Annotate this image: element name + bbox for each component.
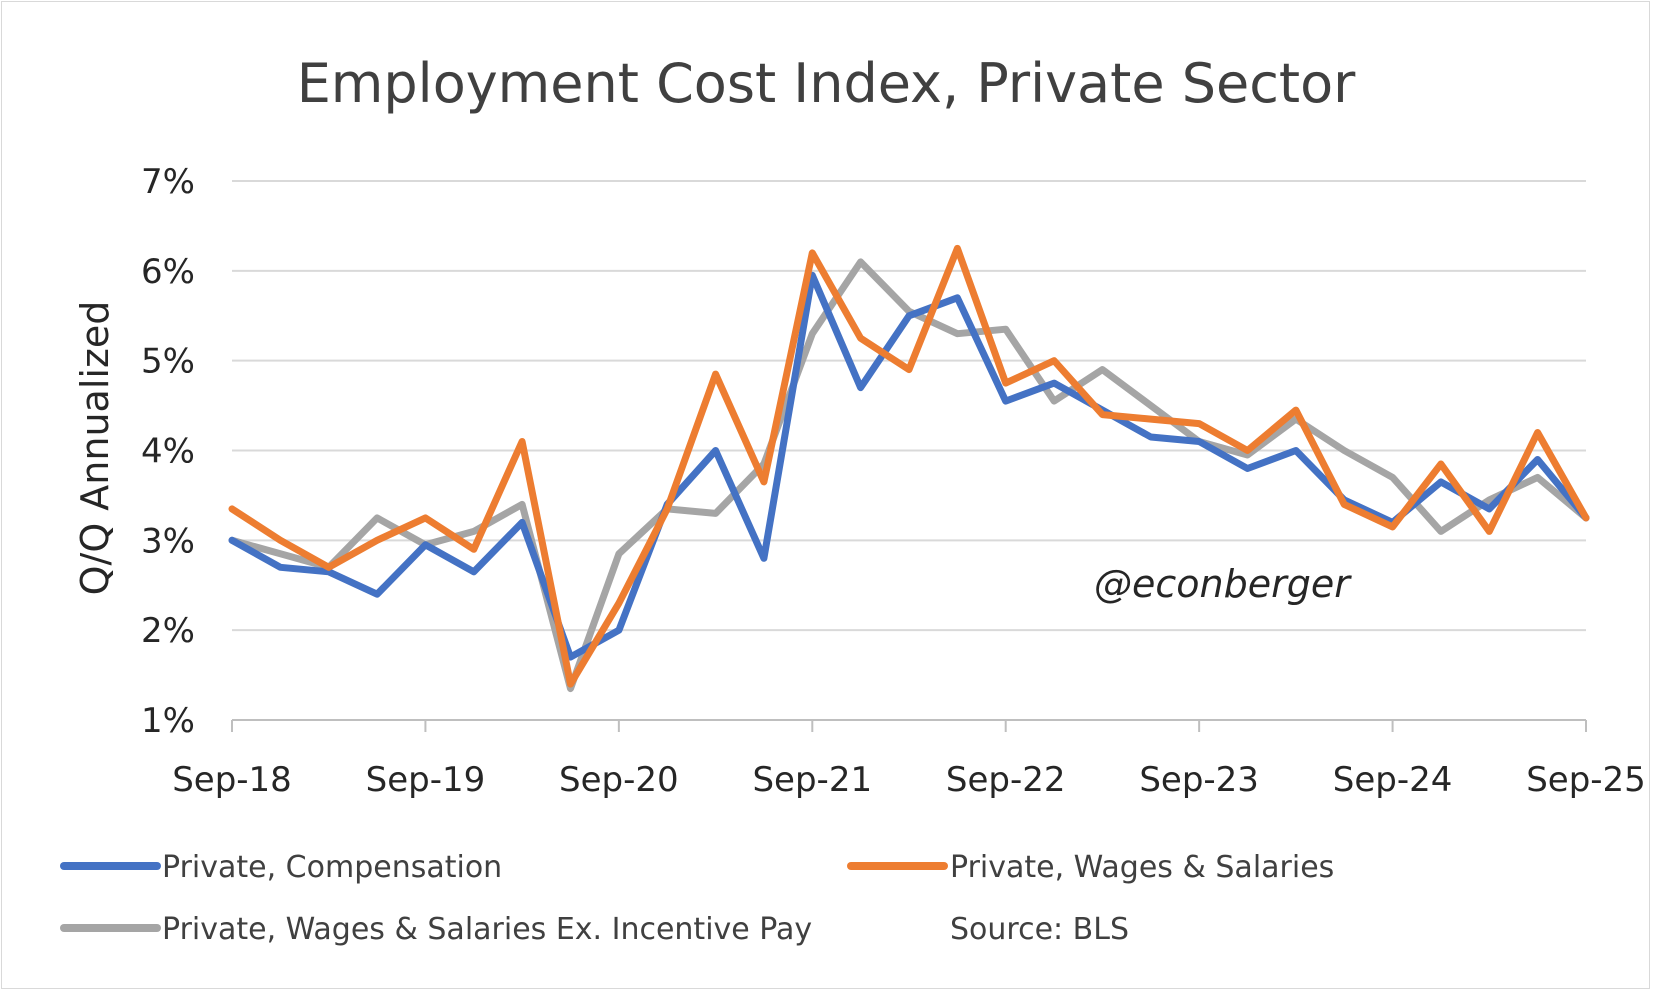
x-tick-labels: Sep-18 Sep-19 Sep-20 Sep-21 Sep-22 Sep-23 Sep-… bbox=[172, 760, 1646, 800]
x-tick-label-1: Sep-19 bbox=[366, 760, 486, 800]
y-tick-labels: 1% 2% 3% 4% 5% 6% 7% bbox=[141, 162, 195, 741]
x-tick-label-0: Sep-18 bbox=[172, 760, 292, 800]
y-tick-label-5: 6% bbox=[141, 252, 195, 292]
x-tick-label-7: Sep-25 bbox=[1526, 760, 1646, 800]
y-tick-label-6: 7% bbox=[141, 162, 195, 202]
series-layer bbox=[228, 244, 1590, 693]
y-tick-label-1: 2% bbox=[141, 611, 195, 651]
series-line-ex-incentive bbox=[228, 258, 1590, 693]
x-tick-label-3: Sep-21 bbox=[752, 760, 872, 800]
y-axis-title: Q/Q Annualized bbox=[73, 301, 117, 596]
y-tick-label-3: 4% bbox=[141, 432, 195, 472]
y-tick-label-4: 5% bbox=[141, 342, 195, 382]
x-tick-label-4: Sep-22 bbox=[946, 760, 1066, 800]
y-tick-label-2: 3% bbox=[141, 521, 195, 561]
legend: Private, Compensation Private, Wages & S… bbox=[60, 850, 1334, 947]
legend-label-compensation: Private, Compensation bbox=[162, 850, 502, 885]
series-line-compensation bbox=[228, 271, 1590, 661]
chart-title: Employment Cost Index, Private Sector bbox=[297, 52, 1356, 115]
y-tick-label-0: 1% bbox=[141, 701, 195, 741]
watermark-handle: @econberger bbox=[1094, 562, 1352, 606]
legend-label-ex-incentive: Private, Wages & Salaries Ex. Incentive … bbox=[162, 912, 812, 947]
series-line-wages-salaries bbox=[228, 244, 1590, 688]
grid-layer bbox=[231, 180, 1587, 732]
x-tick-label-5: Sep-23 bbox=[1139, 760, 1259, 800]
x-tick-label-2: Sep-20 bbox=[559, 760, 679, 800]
x-tick-label-6: Sep-24 bbox=[1333, 760, 1453, 800]
source-note: Source: BLS bbox=[950, 912, 1129, 947]
legend-label-wages-salaries: Private, Wages & Salaries bbox=[950, 850, 1334, 885]
